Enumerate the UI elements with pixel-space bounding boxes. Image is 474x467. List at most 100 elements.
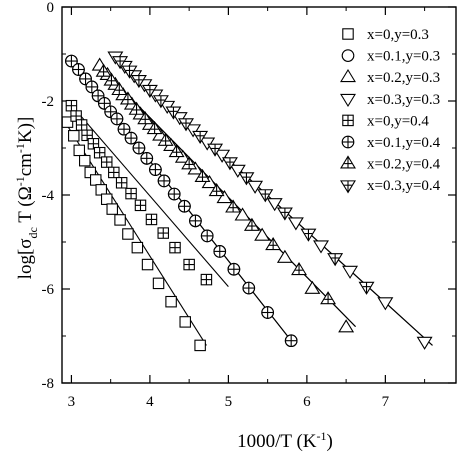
series-1	[61, 116, 206, 352]
data-point	[165, 106, 182, 120]
data-point	[89, 174, 102, 186]
series-5	[65, 99, 213, 286]
series-7	[95, 63, 337, 305]
marker-shape	[276, 249, 293, 263]
marker-shape	[61, 116, 74, 128]
marker-shape	[214, 149, 231, 163]
legend-item: x=0.1,y=0.4	[341, 135, 441, 151]
data-point	[342, 265, 359, 279]
data-point	[157, 227, 169, 239]
legend-marker	[342, 114, 354, 127]
data-point	[110, 112, 124, 126]
legend-marker	[341, 49, 355, 62]
data-point	[178, 199, 191, 213]
data-point	[81, 129, 93, 142]
legend-label: x=0,y=0.3	[367, 27, 429, 43]
data-point	[111, 81, 128, 96]
data-point	[128, 101, 145, 115]
legend: x=0,y=0.3 x=0.1,y=0.3 x=0.2,y=0.3 x=0.3,y=0…	[340, 27, 441, 194]
legend-item: x=0.2,y=0.4	[340, 155, 441, 173]
y-tick-label: -4	[42, 188, 55, 204]
x-tick-label: 5	[225, 394, 233, 410]
data-point	[65, 54, 78, 68]
data-point	[183, 258, 195, 271]
data-point	[95, 63, 112, 77]
marker-shape	[416, 336, 433, 350]
data-point	[122, 228, 134, 240]
data-point	[149, 163, 162, 176]
data-point	[72, 63, 85, 76]
data-point	[130, 74, 147, 89]
data-point	[304, 280, 321, 294]
axes: 3 4 5 6 7 0 -2 -4 -6 -8	[42, 0, 457, 410]
data-point	[213, 245, 227, 258]
data-point	[229, 164, 246, 178]
data-point	[140, 151, 154, 165]
marker-shape	[122, 228, 134, 240]
data-point	[178, 118, 194, 132]
legend-label: x=0.2,y=0.3	[367, 70, 440, 86]
data-point	[141, 258, 154, 271]
legend-item: x=0,y=0.3	[342, 27, 429, 43]
data-point	[93, 146, 106, 159]
x-tick-label: 4	[146, 394, 154, 410]
data-point	[124, 131, 138, 145]
data-point	[108, 166, 120, 179]
data-point	[313, 240, 329, 254]
data-point	[214, 149, 231, 163]
data-point	[157, 132, 174, 146]
data-point	[225, 199, 242, 213]
marker-shape	[95, 184, 107, 196]
data-point	[145, 213, 158, 226]
data-point	[194, 168, 211, 183]
data-point	[261, 306, 274, 319]
data-point	[157, 174, 171, 188]
marker-shape	[340, 93, 356, 108]
data-point	[98, 96, 111, 110]
marker-shape	[234, 207, 251, 221]
data-point	[265, 237, 282, 251]
data-point	[125, 187, 137, 200]
marker-shape	[266, 198, 283, 212]
data-point	[79, 154, 91, 167]
data-point	[115, 177, 128, 189]
data-point	[358, 281, 375, 295]
data-point	[221, 157, 238, 171]
data-point	[200, 229, 214, 243]
data-point	[106, 203, 118, 215]
marker-shape	[287, 217, 304, 231]
marker-shape	[141, 258, 154, 271]
data-point	[95, 184, 107, 196]
data-point	[300, 228, 317, 242]
marker-shape	[216, 190, 233, 204]
legend-label: x=0,y=0.4	[367, 113, 429, 129]
marker-shape	[304, 280, 321, 294]
marker-shape	[131, 241, 144, 254]
x-tick-label: 7	[382, 394, 390, 410]
data-point	[134, 199, 147, 212]
marker-shape	[73, 144, 86, 157]
marker-shape	[68, 130, 80, 142]
marker-shape	[229, 164, 246, 178]
data-point	[185, 124, 202, 138]
marker-shape	[254, 227, 271, 241]
legend-item: x=0.3,y=0.3	[340, 92, 440, 108]
data-point	[121, 65, 138, 79]
marker-shape	[342, 28, 354, 40]
data-point	[152, 95, 169, 109]
data-point	[73, 144, 86, 157]
marker-shape	[340, 68, 356, 83]
data-point	[68, 130, 80, 142]
y-tick-label: -2	[42, 94, 55, 110]
data-point	[242, 281, 256, 295]
legend-item: x=0.1,y=0.3	[341, 49, 440, 65]
data-point	[85, 80, 99, 94]
marker-shape	[114, 214, 126, 226]
y-tick-label: -6	[42, 282, 55, 298]
data-point	[276, 249, 293, 263]
data-point	[234, 207, 251, 221]
data-point	[276, 207, 293, 221]
y-tick-label: 0	[47, 0, 55, 16]
data-point	[338, 319, 355, 333]
legend-item: x=0.3,y=0.4	[340, 178, 441, 194]
